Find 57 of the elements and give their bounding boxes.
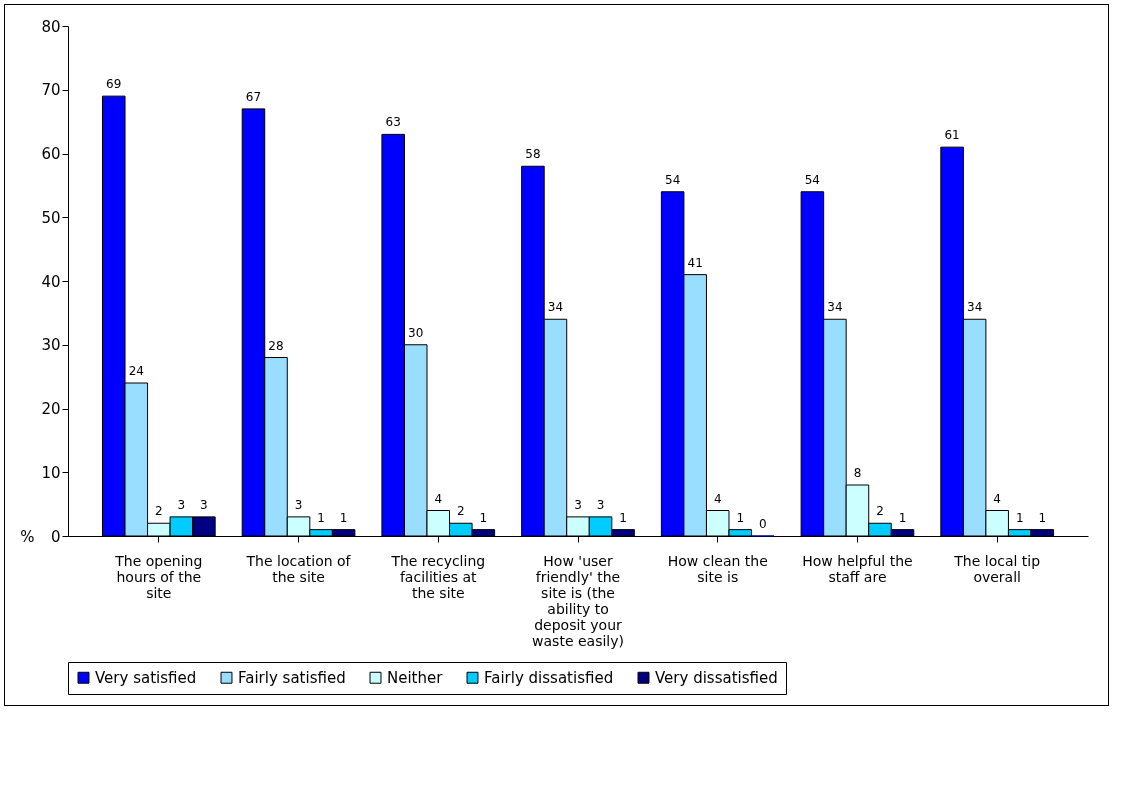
data-label: 2 <box>155 504 163 519</box>
data-label: 24 <box>128 364 144 378</box>
y-tick-label: 10 <box>41 463 61 482</box>
x-tick-label: How 'user friendly' the site is (the ability to deposit your waste easily) <box>532 552 624 649</box>
data-label: 8 <box>853 466 862 480</box>
data-label: 1 <box>479 510 488 525</box>
data-label: 4 <box>434 491 443 506</box>
legend-label: Very dissatisfied <box>655 668 778 687</box>
y-tick-label: 70 <box>41 81 61 100</box>
x-tick-label: The location of the site <box>245 552 352 585</box>
data-label: 3 <box>596 497 605 512</box>
data-label: 1 <box>317 510 325 525</box>
data-label: 1 <box>339 510 348 525</box>
data-label: 3 <box>177 497 186 512</box>
x-tick-label: The opening hours of the site <box>114 552 203 601</box>
data-label: 1 <box>619 510 627 525</box>
data-label: 2 <box>456 504 465 519</box>
data-label: 1 <box>736 510 745 525</box>
data-label: 3 <box>574 497 582 512</box>
legend-label: Fairly dissatisfied <box>484 668 614 687</box>
data-label: 41 <box>687 255 703 270</box>
data-label: 34 <box>547 300 564 315</box>
data-label: 54 <box>665 172 681 187</box>
data-label: 4 <box>713 491 722 506</box>
data-label: 61 <box>944 128 960 143</box>
data-label: 58 <box>525 147 541 162</box>
data-label: 54 <box>804 172 821 187</box>
data-label: 1 <box>898 510 907 525</box>
x-tick-label: How helpful the staff are <box>802 552 913 585</box>
y-tick-label: 20 <box>41 400 61 418</box>
legend-label: Very satisfied <box>95 668 197 687</box>
y-axis-title: % <box>20 527 35 546</box>
legend-label: Fairly satisfied <box>238 668 346 687</box>
y-tick-label: 30 <box>41 336 61 355</box>
data-label: 63 <box>385 115 401 130</box>
data-label: 2 <box>876 504 884 519</box>
x-tick-label: How clean the site is <box>667 552 768 585</box>
data-label: 3 <box>200 497 208 512</box>
y-tick-label: 0 <box>50 527 61 546</box>
data-label: 30 <box>408 325 424 340</box>
data-label: 4 <box>993 491 1001 506</box>
data-label: 34 <box>967 300 983 315</box>
data-label: 0 <box>758 517 767 531</box>
data-label: 1 <box>1015 510 1024 525</box>
data-label: 1 <box>1038 510 1047 525</box>
y-tick-label: 40 <box>41 272 61 291</box>
data-label: 3 <box>294 497 303 512</box>
data-label: 69 <box>106 77 122 92</box>
data-label: 34 <box>827 300 843 315</box>
y-tick-label: 60 <box>41 145 61 163</box>
y-tick-label: 50 <box>41 208 61 227</box>
y-tick-label: 80 <box>41 17 61 36</box>
x-tick-label: The recycling facilities at the site <box>390 552 486 601</box>
data-label: 67 <box>245 89 262 104</box>
data-label: 28 <box>268 338 284 353</box>
x-tick-label: The local tip overall <box>953 552 1041 585</box>
legend-label: Neither <box>387 668 444 687</box>
